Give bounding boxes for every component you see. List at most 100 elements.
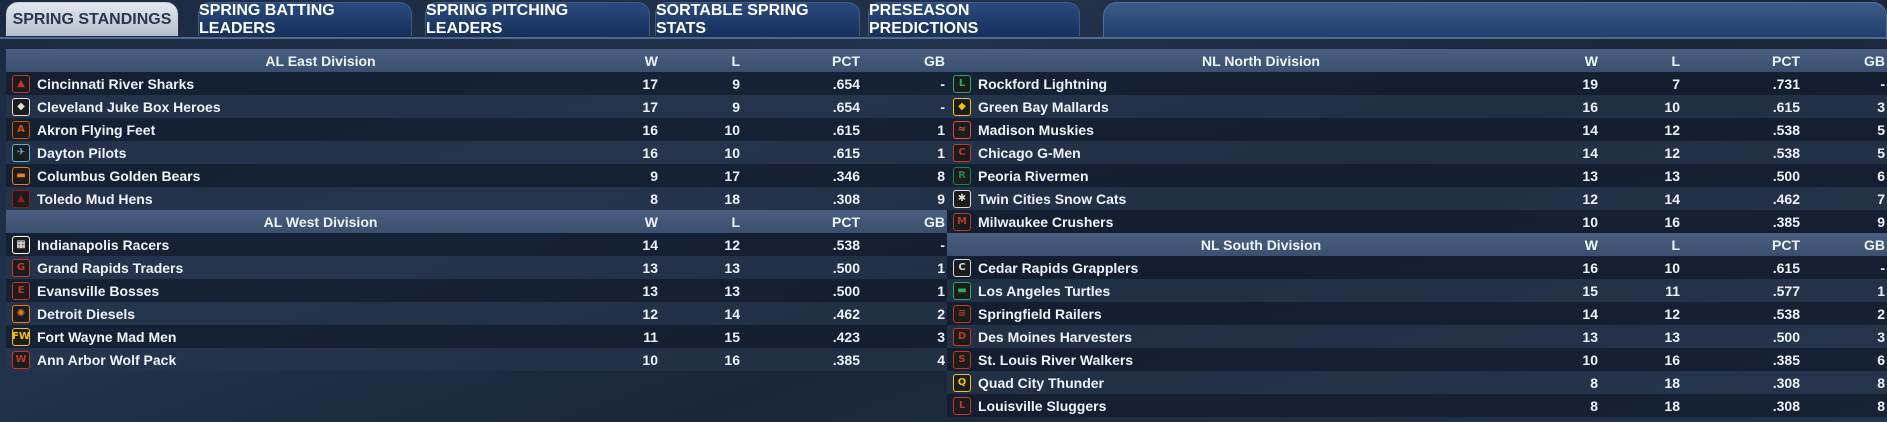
team-name-link[interactable]: St. Louis River Walkers (978, 351, 1134, 368)
wolf-logo-icon: W (12, 350, 30, 369)
tab-spring-pitching-leaders[interactable]: SPRING PITCHING LEADERS (425, 2, 650, 37)
team-name-link[interactable]: Rockford Lightning (978, 75, 1108, 92)
col-header-gb[interactable]: GB (1864, 52, 1885, 69)
team-gb: 2 (1877, 305, 1885, 322)
team-name-link[interactable]: Madison Muskies (978, 121, 1094, 138)
team-pct: .308 (1772, 374, 1800, 391)
team-row[interactable]: D Des Moines Harvesters 13 13 .500 3 (947, 325, 1887, 348)
team-name-link[interactable]: Green Bay Mallards (978, 98, 1109, 115)
team-name-link[interactable]: Fort Wayne Mad Men (37, 328, 177, 345)
team-row[interactable]: L Rockford Lightning 19 7 .731 - (947, 72, 1887, 95)
team-name-link[interactable]: Los Angeles Turtles (978, 282, 1111, 299)
tab-spring-standings[interactable]: SPRING STANDINGS (6, 2, 178, 36)
team-row[interactable]: G Grand Rapids Traders 13 13 .500 1 (6, 256, 947, 279)
team-pct: .500 (832, 259, 860, 276)
team-row[interactable]: ▦ Indianapolis Racers 14 12 .538 - (6, 233, 947, 256)
team-pct: .385 (832, 351, 860, 368)
team-name-link[interactable]: Akron Flying Feet (37, 121, 156, 138)
col-header-l[interactable]: L (1671, 52, 1680, 69)
team-row[interactable]: ✺ Detroit Diesels 12 14 .462 2 (6, 302, 947, 325)
team-name-link[interactable]: Louisville Sluggers (978, 397, 1107, 414)
col-header-pct[interactable]: PCT (832, 52, 860, 69)
col-header-w[interactable]: W (644, 52, 658, 69)
team-row[interactable]: ≈ Madison Muskies 14 12 .538 5 (947, 118, 1887, 141)
duck-logo-icon: ◆ (953, 97, 971, 116)
team-pct: .615 (832, 144, 860, 161)
team-logo-cell: R (951, 166, 973, 186)
team-gb: 4 (937, 351, 945, 368)
team-row[interactable]: L Louisville Sluggers 8 18 .308 8 (947, 394, 1887, 417)
col-header-l[interactable]: L (731, 213, 740, 230)
team-logo-cell: L (951, 396, 973, 416)
col-header-l[interactable]: L (731, 52, 740, 69)
team-row[interactable]: ◆ Green Bay Mallards 16 10 .615 3 (947, 95, 1887, 118)
tab-preseason-predictions[interactable]: PRESEASON PREDICTIONS (868, 2, 1080, 37)
team-row[interactable]: R Peoria Rivermen 13 13 .500 6 (947, 164, 1887, 187)
team-pct: .538 (1772, 144, 1800, 161)
team-name-link[interactable]: Columbus Golden Bears (37, 167, 201, 184)
col-header-pct[interactable]: PCT (832, 213, 860, 230)
team-name-link[interactable]: Milwaukee Crushers (978, 213, 1114, 230)
team-losses: 18 (1664, 397, 1680, 414)
team-pct: .577 (1772, 282, 1800, 299)
team-wins: 9 (650, 167, 658, 184)
team-row[interactable]: ◆ Cleveland Juke Box Heroes 17 9 .654 - (6, 95, 947, 118)
team-wins: 15 (1582, 282, 1598, 299)
cr-logo-icon: C (953, 258, 971, 277)
team-wins: 17 (642, 75, 658, 92)
team-name-link[interactable]: Cleveland Juke Box Heroes (37, 98, 221, 115)
col-header-gb[interactable]: GB (924, 213, 945, 230)
team-row[interactable]: ▬ Los Angeles Turtles 15 11 .577 1 (947, 279, 1887, 302)
team-logo-cell: ≡ (951, 304, 973, 324)
col-header-pct[interactable]: PCT (1772, 236, 1800, 253)
team-name-link[interactable]: Evansville Bosses (37, 282, 160, 299)
team-pct: .500 (832, 282, 860, 299)
team-name-link[interactable]: Cincinnati River Sharks (37, 75, 195, 92)
team-row[interactable]: E Evansville Bosses 13 13 .500 1 (6, 279, 947, 302)
team-name-link[interactable]: Chicago G-Men (978, 144, 1081, 161)
division-title: NL South Division (1200, 236, 1322, 253)
col-header-l[interactable]: L (1671, 236, 1680, 253)
col-header-gb[interactable]: GB (1864, 236, 1885, 253)
team-name-link[interactable]: Peoria Rivermen (978, 167, 1089, 184)
team-row[interactable]: ✈ Dayton Pilots 16 10 .615 1 (6, 141, 947, 164)
col-header-w[interactable]: W (1584, 52, 1598, 69)
team-row[interactable]: Q Quad City Thunder 8 18 .308 8 (947, 371, 1887, 394)
team-row[interactable]: ▲ Cincinnati River Sharks 17 9 .654 - (6, 72, 947, 95)
team-name-link[interactable]: Toledo Mud Hens (37, 190, 153, 207)
team-name-link[interactable]: Springfield Railers (978, 305, 1102, 322)
team-row[interactable]: ≡ Springfield Railers 14 12 .538 2 (947, 302, 1887, 325)
team-gb: 3 (1877, 98, 1885, 115)
team-name-link[interactable]: Ann Arbor Wolf Pack (37, 351, 177, 368)
team-row[interactable]: FW Fort Wayne Mad Men 11 15 .423 3 (6, 325, 947, 348)
team-name-link[interactable]: Twin Cities Snow Cats (978, 190, 1127, 207)
col-header-w[interactable]: W (644, 213, 658, 230)
team-name-link[interactable]: Quad City Thunder (978, 374, 1104, 391)
team-row[interactable]: M Milwaukee Crushers 10 16 .385 9 (947, 210, 1887, 233)
team-name-link[interactable]: Grand Rapids Traders (37, 259, 184, 276)
tab-sortable-spring-stats[interactable]: SORTABLE SPRING STATS (655, 2, 860, 37)
tab-spring-batting-leaders[interactable]: SPRING BATTING LEADERS (198, 2, 412, 37)
team-row[interactable]: W Ann Arbor Wolf Pack 10 16 .385 4 (6, 348, 947, 371)
team-row[interactable]: ▲ Toledo Mud Hens 8 18 .308 9 (6, 187, 947, 210)
team-name-link[interactable]: Cedar Rapids Grapplers (978, 259, 1139, 276)
col-header-w[interactable]: W (1584, 236, 1598, 253)
team-name-link[interactable]: Des Moines Harvesters (978, 328, 1133, 345)
team-row[interactable]: C Chicago G-Men 14 12 .538 5 (947, 141, 1887, 164)
snowflake-logo-icon: ✱ (953, 189, 971, 208)
team-pct: .538 (832, 236, 860, 253)
col-header-gb[interactable]: GB (924, 52, 945, 69)
team-name-link[interactable]: Dayton Pilots (37, 144, 127, 161)
team-row[interactable]: S St. Louis River Walkers 10 16 .385 6 (947, 348, 1887, 371)
col-header-pct[interactable]: PCT (1772, 52, 1800, 69)
team-row[interactable]: A Akron Flying Feet 16 10 .615 1 (6, 118, 947, 141)
team-row[interactable]: ✱ Twin Cities Snow Cats 12 14 .462 7 (947, 187, 1887, 210)
team-name-link[interactable]: Detroit Diesels (37, 305, 136, 322)
team-row[interactable]: C Cedar Rapids Grapplers 16 10 .615 - (947, 256, 1887, 279)
team-losses: 12 (1664, 305, 1680, 322)
team-gb: - (1880, 259, 1885, 276)
team-row[interactable]: ▬ Columbus Golden Bears 9 17 .346 8 (6, 164, 947, 187)
nl-standings-panel: NL North Division W L PCT GB L Rockford Lightn… (947, 49, 1887, 417)
team-name-link[interactable]: Indianapolis Racers (37, 236, 170, 253)
team-pct: .346 (832, 167, 860, 184)
